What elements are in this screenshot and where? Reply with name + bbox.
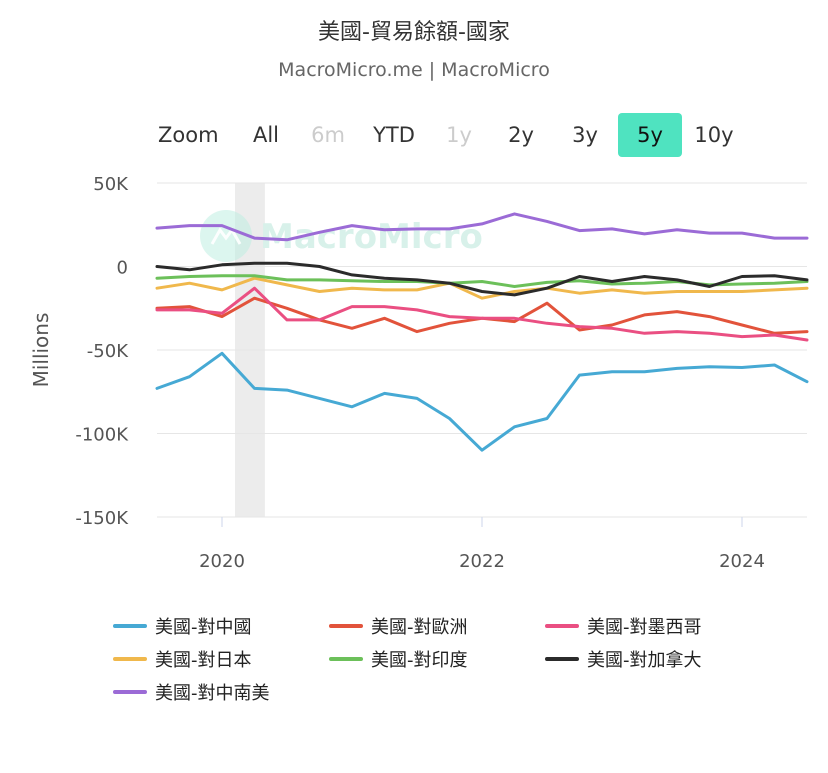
watermark-mark-icon — [210, 227, 242, 245]
legend-item[interactable]: 美國-對歐洲 — [329, 612, 468, 640]
chart-title: 美國-貿易餘額-國家 — [318, 20, 510, 45]
range-button-ytd[interactable]: YTD — [373, 123, 415, 147]
zoom-label: Zoom — [158, 123, 219, 147]
y-tick-label: -100K — [75, 425, 129, 446]
legend-label: 美國-對中國 — [155, 617, 252, 638]
series-line-3 — [155, 276, 809, 300]
legend-swatch — [545, 657, 579, 661]
range-button-10y[interactable]: 10y — [694, 123, 734, 147]
y-axis-title: Millions — [29, 313, 53, 388]
y-tick-label: -150K — [75, 508, 129, 529]
y-tick-label: 50K — [93, 174, 129, 195]
range-button-1y[interactable]: 1y — [446, 123, 472, 147]
x-tick-label: 2022 — [459, 551, 505, 572]
legend-swatch — [329, 624, 363, 628]
series-line-2 — [155, 286, 809, 342]
series-line-5 — [155, 261, 809, 297]
legend-swatch — [113, 657, 147, 661]
legend-swatch — [113, 624, 147, 628]
range-button-3y[interactable]: 3y — [572, 123, 598, 147]
legend-label: 美國-對墨西哥 — [587, 617, 702, 638]
legend-item[interactable]: 美國-對印度 — [329, 645, 468, 673]
legend-item[interactable]: 美國-對中國 — [113, 612, 252, 640]
legend-item[interactable]: 美國-對加拿大 — [545, 645, 702, 673]
legend-swatch — [329, 657, 363, 661]
legend-item[interactable]: 美國-對中南美 — [113, 678, 270, 706]
y-tick-label: 0 — [117, 258, 128, 279]
legend-swatch — [545, 624, 579, 628]
legend-label: 美國-對加拿大 — [587, 650, 702, 671]
chart-subtitle: MacroMicro.me | MacroMicro — [278, 59, 550, 81]
legend-swatch — [113, 690, 147, 694]
legend-label: 美國-對印度 — [371, 650, 468, 671]
x-tick-label: 2024 — [719, 551, 765, 572]
legend-item[interactable]: 美國-對日本 — [113, 645, 252, 673]
legend-label: 美國-對日本 — [155, 650, 252, 671]
legend-label: 美國-對歐洲 — [371, 617, 468, 638]
x-tick-label: 2020 — [199, 551, 245, 572]
legend-item[interactable]: 美國-對墨西哥 — [545, 612, 702, 640]
series-line-6 — [155, 212, 809, 242]
range-button-5y[interactable]: 5y — [618, 113, 682, 157]
y-tick-label: -50K — [87, 341, 129, 362]
legend-label: 美國-對中南美 — [155, 683, 270, 704]
series-line-0 — [155, 351, 809, 452]
range-button-all[interactable]: All — [252, 123, 280, 147]
range-button-6m[interactable]: 6m — [311, 123, 345, 147]
range-button-2y[interactable]: 2y — [508, 123, 534, 147]
